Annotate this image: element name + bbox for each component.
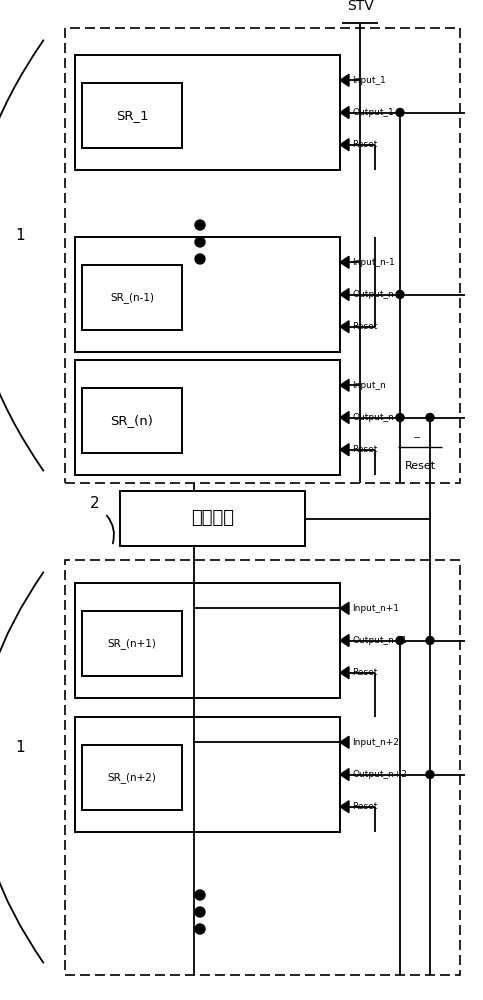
Text: SR_(n): SR_(n) xyxy=(111,414,154,427)
Text: Input_n+2: Input_n+2 xyxy=(352,738,399,747)
Polygon shape xyxy=(340,635,349,647)
Circle shape xyxy=(396,637,404,645)
Text: 1: 1 xyxy=(15,228,25,243)
Text: Reset: Reset xyxy=(352,445,377,454)
Circle shape xyxy=(426,637,434,645)
Text: Reset: Reset xyxy=(404,461,436,471)
Polygon shape xyxy=(340,801,349,813)
Bar xyxy=(82,611,182,676)
Circle shape xyxy=(195,237,205,247)
Polygon shape xyxy=(340,256,349,268)
Polygon shape xyxy=(340,736,349,748)
Polygon shape xyxy=(340,321,349,333)
Bar xyxy=(75,583,340,698)
Bar xyxy=(75,360,340,475)
Polygon shape xyxy=(340,379,349,391)
Text: Input_n-1: Input_n-1 xyxy=(352,258,395,267)
Polygon shape xyxy=(340,139,349,151)
Circle shape xyxy=(195,890,205,900)
Text: Input_1: Input_1 xyxy=(352,76,386,85)
Text: SR_(n+1): SR_(n+1) xyxy=(108,638,156,649)
Circle shape xyxy=(195,254,205,264)
Polygon shape xyxy=(340,106,349,118)
Text: Output_n+2: Output_n+2 xyxy=(352,770,407,779)
Polygon shape xyxy=(340,288,349,300)
Text: Reset: Reset xyxy=(352,668,377,677)
Text: Reset: Reset xyxy=(352,322,377,331)
Bar xyxy=(82,83,182,148)
Text: SR_1: SR_1 xyxy=(116,109,148,122)
Text: Input_n: Input_n xyxy=(352,381,386,390)
Polygon shape xyxy=(340,444,349,456)
Circle shape xyxy=(426,414,434,422)
Text: Output_n-1: Output_n-1 xyxy=(352,290,403,299)
Text: SR_(n-1): SR_(n-1) xyxy=(110,292,154,303)
Text: 1: 1 xyxy=(15,740,25,755)
Bar xyxy=(75,237,340,352)
Polygon shape xyxy=(340,768,349,780)
Text: 2: 2 xyxy=(90,496,100,511)
Circle shape xyxy=(195,924,205,934)
Circle shape xyxy=(426,770,434,778)
Bar xyxy=(65,28,460,483)
Text: Input_n+1: Input_n+1 xyxy=(352,604,399,613)
Text: Output_n+1: Output_n+1 xyxy=(352,636,407,645)
Text: STV: STV xyxy=(347,0,373,13)
Bar xyxy=(75,717,340,832)
Bar xyxy=(82,745,182,810)
Circle shape xyxy=(195,220,205,230)
Text: Output_n: Output_n xyxy=(352,413,394,422)
Circle shape xyxy=(396,290,404,298)
Text: Reset: Reset xyxy=(352,140,377,149)
Circle shape xyxy=(195,907,205,917)
Text: Reset: Reset xyxy=(352,802,377,811)
Polygon shape xyxy=(340,602,349,614)
Polygon shape xyxy=(340,412,349,424)
Circle shape xyxy=(396,108,404,116)
Text: SR_(n+2): SR_(n+2) xyxy=(108,772,156,783)
Bar xyxy=(82,265,182,330)
Polygon shape xyxy=(340,74,349,86)
Circle shape xyxy=(396,414,404,422)
Text: 控制单元: 控制单元 xyxy=(191,509,234,527)
Bar xyxy=(65,560,460,975)
Bar xyxy=(120,491,305,546)
Bar xyxy=(75,55,340,170)
Polygon shape xyxy=(340,667,349,679)
Bar xyxy=(82,388,182,453)
Text: Output_1: Output_1 xyxy=(352,108,394,117)
